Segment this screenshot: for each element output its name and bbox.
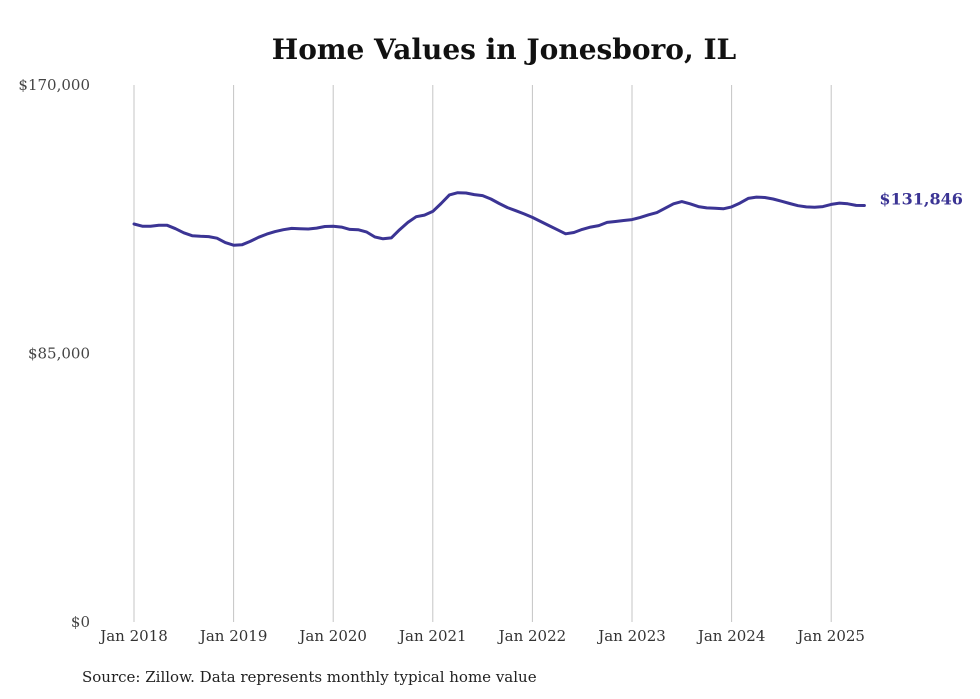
x-tick-label: Jan 2024 bbox=[696, 627, 766, 645]
x-tick-label: Jan 2019 bbox=[198, 627, 268, 645]
x-tick-label: Jan 2022 bbox=[497, 627, 567, 645]
y-tick-label: $0 bbox=[71, 613, 90, 631]
y-tick-label: $85,000 bbox=[28, 345, 90, 363]
x-tick-label: Jan 2018 bbox=[98, 627, 168, 645]
x-tick-label: Jan 2023 bbox=[596, 627, 666, 645]
end-value-label: $131,846 bbox=[879, 190, 963, 209]
y-axis-ticks: $0 $85,000 $170,000 bbox=[18, 76, 90, 631]
grid-lines bbox=[133, 85, 832, 622]
y-tick-label: $170,000 bbox=[18, 76, 90, 94]
x-axis-ticks: Jan 2018 Jan 2019 Jan 2020 Jan 2021 Jan 2022… bbox=[98, 627, 865, 645]
x-tick-label: Jan 2020 bbox=[297, 627, 367, 645]
source-note: Source: Zillow. Data represents monthly … bbox=[82, 668, 537, 686]
chart-title: Home Values in Jonesboro, IL bbox=[272, 33, 737, 66]
x-tick-label: Jan 2021 bbox=[397, 627, 467, 645]
series-line bbox=[132, 191, 866, 247]
x-tick-label: Jan 2025 bbox=[795, 627, 865, 645]
